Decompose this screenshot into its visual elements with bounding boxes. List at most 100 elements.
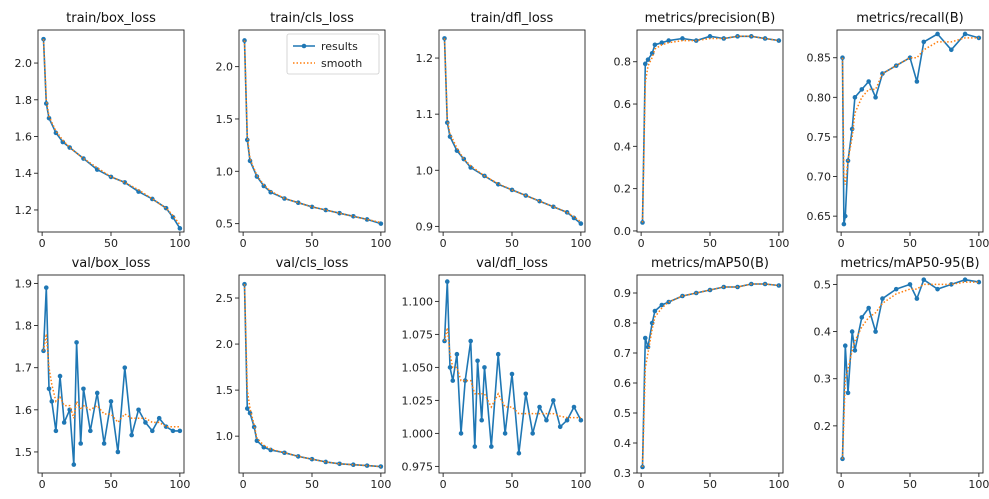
subplot: val/box_loss 0 50 100 1.5 1.6 1.7 1.8 1.9 xyxy=(15,256,191,491)
y-tick-label: 1.0 xyxy=(216,165,234,178)
x-tick-label: 0 xyxy=(240,478,247,491)
results-point xyxy=(859,315,865,320)
y-tick-label: 0.65 xyxy=(807,210,832,223)
results-point xyxy=(462,378,468,383)
results-point xyxy=(852,95,858,100)
y-tick-label: 1.7 xyxy=(15,362,33,375)
results-point xyxy=(489,444,494,449)
y-tick-label: 1.8 xyxy=(15,320,33,333)
results-point xyxy=(935,31,940,37)
x-tick-label: 0 xyxy=(638,237,645,250)
smooth-line xyxy=(443,38,582,223)
axes-frame xyxy=(438,29,586,233)
x-tick-label: 50 xyxy=(305,237,319,250)
smooth-line xyxy=(243,40,382,224)
y-tick-label: 1.6 xyxy=(15,404,33,417)
x-tick-label: 100 xyxy=(768,478,789,491)
x-tick-label: 0 xyxy=(240,237,247,250)
y-tick-label: 1.075 xyxy=(402,328,434,341)
results-point xyxy=(444,279,450,284)
results-point xyxy=(447,134,453,139)
results-line xyxy=(443,38,582,225)
results-point xyxy=(323,207,329,213)
results-point xyxy=(170,215,176,220)
subplot: val/dfl_loss 0 50 100 0.975 1.000 1.025 1.050 1.… xyxy=(402,256,592,491)
subplot: train/box_loss 0 50 100 1.2 1.4 1.6 1.8 2.0 xyxy=(15,11,191,250)
results-point xyxy=(41,348,46,354)
results-point xyxy=(136,189,141,194)
results-point xyxy=(337,210,342,216)
results-point xyxy=(551,398,556,403)
results-point xyxy=(458,431,464,436)
results-point xyxy=(242,38,247,43)
results-point xyxy=(976,279,982,285)
results-line xyxy=(841,278,980,459)
results-point xyxy=(962,31,968,37)
y-tick-label: 1.2 xyxy=(15,204,33,217)
x-tick-label: 0 xyxy=(838,478,845,491)
results-point xyxy=(101,441,107,446)
results-point xyxy=(71,462,77,467)
y-tick-label: 0.4 xyxy=(814,326,832,339)
y-tick-label: 0.5 xyxy=(614,407,632,420)
y-tick-label: 1.5 xyxy=(15,446,33,459)
x-tick-label: 100 xyxy=(570,237,591,250)
results-point xyxy=(557,424,563,430)
results-point xyxy=(129,432,134,438)
y-tick-label: 0.9 xyxy=(416,220,434,233)
results-point xyxy=(143,420,148,425)
results-point xyxy=(81,386,86,392)
results-point xyxy=(261,444,267,450)
x-tick-label: 100 xyxy=(968,237,989,250)
smooth-line xyxy=(641,283,779,468)
results-point xyxy=(842,213,848,219)
results-point xyxy=(873,329,878,334)
results-point xyxy=(177,226,183,231)
results-point xyxy=(707,34,713,39)
x-tick-label: 0 xyxy=(39,237,46,250)
smooth-line xyxy=(42,39,181,226)
results-point xyxy=(652,308,658,314)
smooth-line xyxy=(42,333,180,428)
y-tick-label: 0.3 xyxy=(814,373,832,386)
y-tick-label: 0.975 xyxy=(402,460,434,473)
results-line xyxy=(42,286,180,466)
results-point xyxy=(659,40,665,45)
legend: results smooth xyxy=(286,33,380,75)
y-tick-label: 1.2 xyxy=(416,52,434,65)
results-point xyxy=(564,417,570,423)
results-point xyxy=(61,420,67,425)
results-point xyxy=(46,386,52,392)
x-tick-label: 50 xyxy=(505,478,519,491)
results-point xyxy=(472,444,478,449)
results-point xyxy=(282,196,287,201)
results-point xyxy=(468,165,473,170)
axes-frame xyxy=(636,29,784,233)
y-tick-label: 1.0 xyxy=(416,164,434,177)
axes-frame xyxy=(636,274,784,474)
subplot-title: val/dfl_loss xyxy=(476,256,548,271)
results-point xyxy=(94,390,100,396)
results-point xyxy=(261,183,267,189)
subplot-title: metrics/recall(B) xyxy=(856,11,963,26)
y-tick-label: 2.0 xyxy=(216,338,234,351)
results-point xyxy=(454,351,460,357)
subplot-title: metrics/mAP50(B) xyxy=(651,256,769,271)
results-point xyxy=(949,282,954,287)
x-tick-label: 50 xyxy=(703,237,717,250)
results-point xyxy=(921,277,927,283)
subplot: train/dfl_loss 0 50 100 0.9 1.0 1.1 1.2 xyxy=(416,11,592,250)
results-point xyxy=(921,39,927,45)
results-point xyxy=(468,338,473,344)
y-tick-label: 1.050 xyxy=(402,361,434,374)
y-tick-label: 1.6 xyxy=(15,131,33,144)
results-point xyxy=(578,417,584,423)
results-point xyxy=(859,87,865,92)
y-tick-label: 0.0 xyxy=(614,225,632,238)
subplot: metrics/mAP50-95(B) 0 50 100 0.2 0.3 0.4 0.5 xyxy=(814,256,989,491)
y-tick-label: 0.4 xyxy=(614,140,632,153)
x-tick-label: 50 xyxy=(903,237,917,250)
results-point xyxy=(880,296,885,301)
y-tick-label: 0.8 xyxy=(614,317,632,330)
